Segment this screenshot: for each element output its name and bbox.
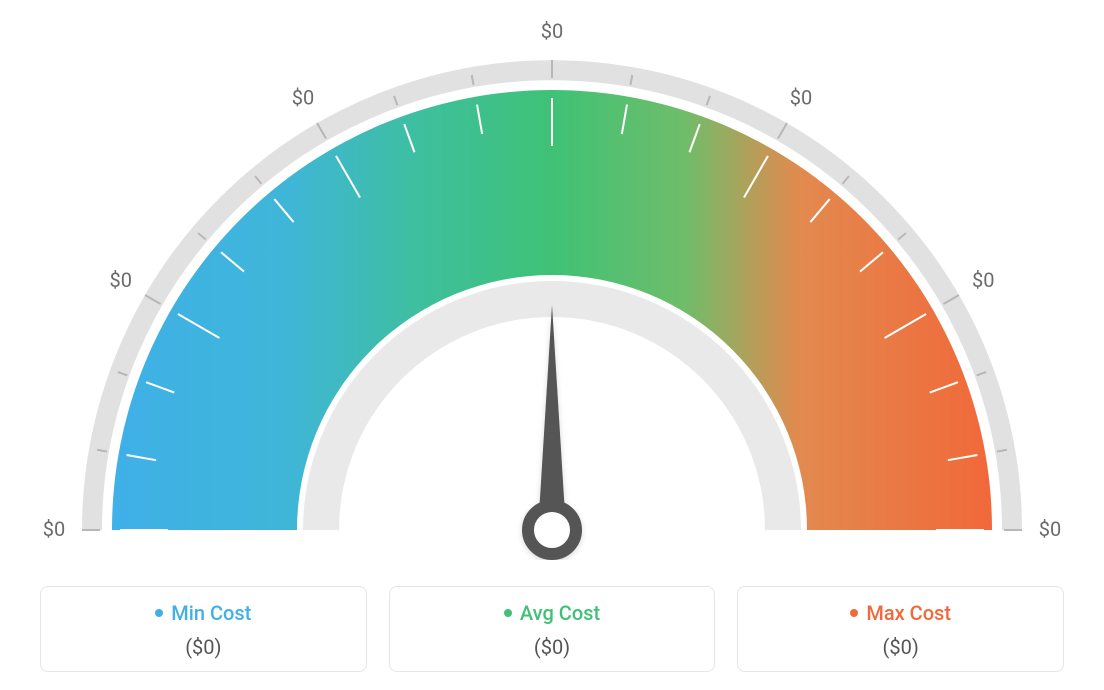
legend-value-max: ($0) xyxy=(748,635,1053,659)
legend-label-max: Max Cost xyxy=(866,601,951,625)
legend-dot-avg xyxy=(504,609,512,617)
svg-text:$0: $0 xyxy=(43,517,65,541)
legend-card-avg: Avg Cost ($0) xyxy=(389,586,716,672)
gauge-svg: $0 $0 $0 $0 $0 $0 $0 xyxy=(0,0,1104,560)
legend-row: Min Cost ($0) Avg Cost ($0) Max Cost ($0… xyxy=(40,586,1064,672)
legend-label-avg: Avg Cost xyxy=(520,601,600,625)
gauge-needle xyxy=(528,305,576,554)
svg-text:$0: $0 xyxy=(109,268,131,292)
legend-card-min: Min Cost ($0) xyxy=(40,586,367,672)
legend-value-avg: ($0) xyxy=(400,635,705,659)
svg-text:$0: $0 xyxy=(541,19,563,43)
svg-text:$0: $0 xyxy=(292,86,314,110)
gauge-chart: $0 $0 $0 $0 $0 $0 $0 xyxy=(0,0,1104,560)
legend-dot-max xyxy=(850,609,858,617)
svg-text:$0: $0 xyxy=(1039,517,1061,541)
legend-title-min: Min Cost xyxy=(155,601,251,625)
legend-card-max: Max Cost ($0) xyxy=(737,586,1064,672)
legend-title-avg: Avg Cost xyxy=(504,601,600,625)
legend-value-min: ($0) xyxy=(51,635,356,659)
legend-dot-min xyxy=(155,609,163,617)
svg-text:$0: $0 xyxy=(790,86,812,110)
svg-text:$0: $0 xyxy=(972,268,994,292)
legend-label-min: Min Cost xyxy=(171,601,251,625)
legend-title-max: Max Cost xyxy=(850,601,951,625)
cost-gauge-container: $0 $0 $0 $0 $0 $0 $0 Min Cost ($0) Avg Cost ($… xyxy=(0,0,1104,690)
